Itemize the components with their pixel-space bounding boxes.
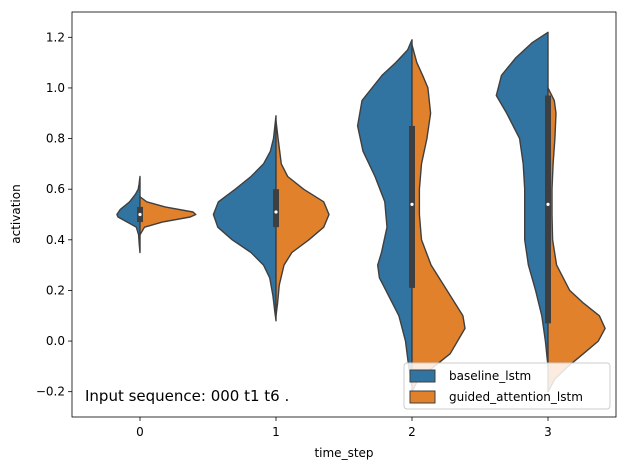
y-axis: −0.2 0.0 0.2 0.4 0.6 0.8 1.0 1.2 <box>36 30 72 399</box>
violin-group <box>116 31 606 393</box>
legend-frame <box>403 362 611 410</box>
box-iqr-3 <box>545 95 551 324</box>
legend-label-guided-attention: guided_attention_lstm <box>449 390 583 404</box>
violin-half-guided-attention-lstm-0 <box>139 196 197 236</box>
legend: baseline_lstm guided_attention_lstm <box>403 362 611 410</box>
y-tick-label: 0.8 <box>46 132 65 146</box>
violin-half-baseline-lstm-0 <box>116 175 141 254</box>
legend-swatch-baseline <box>409 369 436 383</box>
violin-half-guided-attention-lstm-3 <box>547 87 606 393</box>
plot-frame <box>71 11 617 418</box>
x-tick-label: 2 <box>408 425 416 439</box>
median-dot-0 <box>138 212 142 217</box>
x-tick-label: 3 <box>544 425 552 439</box>
x-tick-label: 0 <box>136 425 144 439</box>
y-tick-label: 0.4 <box>46 233 65 247</box>
y-tick-label: 0.2 <box>46 283 65 297</box>
y-tick-label: 1.2 <box>46 30 65 44</box>
x-tick-label: 1 <box>272 425 280 439</box>
x-axis: 0 1 2 3 <box>136 417 552 439</box>
y-tick-label: −0.2 <box>36 385 65 399</box>
input-sequence-annotation: Input sequence: 000 t1 t6 . <box>85 387 289 405</box>
y-tick-label: 1.0 <box>46 81 65 95</box>
box-group <box>137 95 551 324</box>
violin-half-guided-attention-lstm-1 <box>275 120 330 317</box>
y-axis-label: activation <box>9 184 23 243</box>
violin-half-baseline-lstm-3 <box>495 31 549 368</box>
violin-half-baseline-lstm-2 <box>356 39 413 388</box>
legend-swatch-guided-attention <box>409 390 436 404</box>
y-tick-label: 0.6 <box>46 182 65 196</box>
x-axis-label: time_step <box>314 446 373 460</box>
violin-half-guided-attention-lstm-2 <box>411 44 466 393</box>
median-dot-2 <box>410 202 414 206</box>
median-dot-3 <box>546 202 550 206</box>
box-iqr-2 <box>409 125 415 288</box>
legend-label-baseline: baseline_lstm <box>449 369 531 383</box>
median-dot-1 <box>274 210 278 214</box>
y-tick-label: 0.0 <box>46 334 65 348</box>
box-iqr-1 <box>273 189 279 228</box>
violin-half-baseline-lstm-1 <box>212 115 277 322</box>
